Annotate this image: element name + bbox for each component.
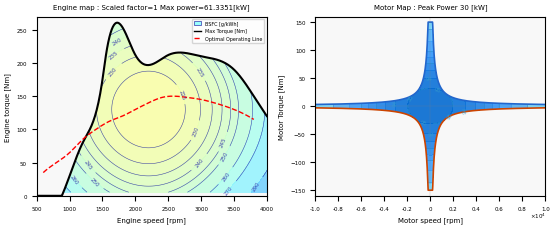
Text: 235: 235 <box>109 50 120 61</box>
Title: Motor Map : Peak Power 30 [kW]: Motor Map : Peak Power 30 [kW] <box>373 4 487 11</box>
Y-axis label: Engine torque [Nm]: Engine torque [Nm] <box>4 72 11 141</box>
Max Torque [Nm] <box>201 57 208 59</box>
Optimal Operating Line <box>250 118 257 121</box>
Optimal Operating Line <box>218 104 225 107</box>
Text: 225: 225 <box>178 89 186 100</box>
Max Torque [Nm] <box>264 115 270 118</box>
Text: 235: 235 <box>195 66 204 78</box>
Text: 95: 95 <box>407 93 415 102</box>
Text: 245: 245 <box>83 159 93 170</box>
Text: 270: 270 <box>224 184 234 195</box>
Text: 245: 245 <box>219 136 228 148</box>
Title: Engine map : Scaled factor=1 Max power=61.3351[kW]: Engine map : Scaled factor=1 Max power=6… <box>54 4 250 11</box>
X-axis label: Engine speed [rpm]: Engine speed [rpm] <box>117 216 186 223</box>
X-axis label: Motor speed [rpm]: Motor speed [rpm] <box>398 216 463 223</box>
Text: 290: 290 <box>252 180 261 192</box>
Text: 250: 250 <box>89 176 100 187</box>
Max Torque [Nm] <box>200 56 207 59</box>
Text: 260: 260 <box>221 170 231 182</box>
Text: 94: 94 <box>425 76 433 81</box>
Optimal Operating Line <box>165 96 171 98</box>
Y-axis label: Motor Torque [Nm]: Motor Torque [Nm] <box>278 74 285 139</box>
Optimal Operating Line <box>165 96 172 98</box>
Text: 95: 95 <box>446 112 454 120</box>
Line: Max Torque [Nm]: Max Torque [Nm] <box>37 24 267 196</box>
Text: 94: 94 <box>393 100 398 107</box>
Optimal Operating Line <box>169 95 176 98</box>
Legend: BSFC [g/kWh], Max Torque [Nm], Optimal Operating Line: BSFC [g/kWh], Max Torque [Nm], Optimal O… <box>192 20 264 44</box>
Text: 94: 94 <box>428 132 435 137</box>
Text: 240: 240 <box>112 37 124 47</box>
Optimal Operating Line <box>40 171 47 174</box>
Max Torque [Nm] <box>179 52 186 55</box>
Optimal Operating Line <box>170 95 176 98</box>
Text: 230: 230 <box>192 125 201 137</box>
Text: 95: 95 <box>434 86 442 93</box>
Text: 230: 230 <box>107 66 118 77</box>
Max Torque [Nm] <box>114 22 121 25</box>
Text: 260: 260 <box>69 174 79 185</box>
Text: 94: 94 <box>463 106 468 114</box>
Max Torque [Nm] <box>109 29 115 32</box>
Max Torque [Nm] <box>125 39 132 42</box>
Max Torque [Nm] <box>33 195 40 197</box>
Text: $\times10^4$: $\times10^4$ <box>530 210 546 220</box>
Line: Optimal Operating Line: Optimal Operating Line <box>43 97 254 173</box>
Text: 250: 250 <box>220 150 229 162</box>
Optimal Operating Line <box>40 171 47 173</box>
Max Torque [Nm] <box>61 188 68 191</box>
Text: 240: 240 <box>194 157 205 168</box>
Optimal Operating Line <box>232 109 238 112</box>
Text: 95: 95 <box>419 120 427 127</box>
